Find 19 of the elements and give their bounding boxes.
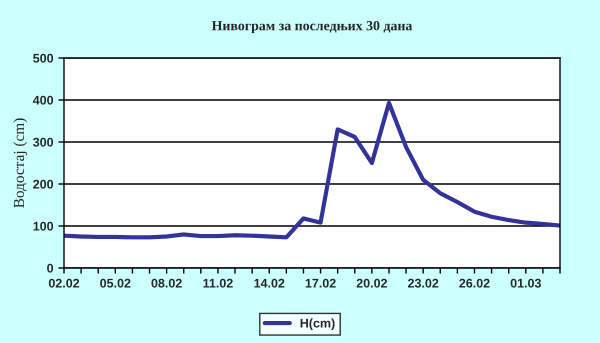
y-tick-label: 200	[33, 180, 54, 189]
y-tick-label: 0	[47, 264, 54, 273]
y-tick-label: 100	[34, 222, 54, 231]
y-tick-label: 500	[33, 54, 54, 63]
x-tick-label: 23.02	[408, 278, 438, 288]
x-tick-label: 11.02	[203, 278, 233, 288]
x-tick-label: 02.02	[48, 278, 80, 288]
x-tick-label: 05.02	[100, 278, 130, 288]
x-tick-label: 26.02	[459, 278, 490, 288]
legend-label: H(cm)	[300, 318, 335, 330]
x-tick-label: 01.03	[510, 278, 541, 288]
x-tick-label: 14.02	[254, 278, 284, 288]
x-tick-label: 20.02	[356, 278, 388, 288]
y-axis-title: Водостај (cm)	[13, 118, 28, 208]
x-tick-label: 17.02	[306, 278, 336, 288]
x-tick-label: 08.02	[151, 278, 182, 288]
y-tick-label: 300	[33, 138, 54, 147]
chart-title: Нивограм за последњих 30 дана	[212, 20, 412, 34]
y-tick-label: 400	[32, 96, 54, 105]
